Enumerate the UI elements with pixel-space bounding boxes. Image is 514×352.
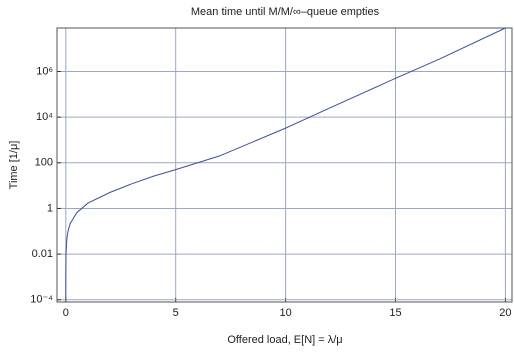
x-tick-label: 15 [389,307,401,319]
x-tick-label: 0 [63,307,69,319]
y-tick-label: 10⁻⁴ [30,294,53,306]
x-tick-label: 10 [279,307,291,319]
line [65,27,506,300]
y-tick-label: 100 [35,157,53,169]
x-tick-label: 5 [173,307,179,319]
y-axis-label: Time [1/μ] [8,141,20,190]
x-axis-label: Offered load, E[N] = λ/μ [227,334,342,346]
x-tick-label: 20 [499,307,511,319]
y-tick-label: 0.01 [32,248,53,260]
plot-frame [56,27,513,303]
chart-title: Mean time until M/M/∞–queue empties [191,6,380,18]
y-tick-label: 1 [47,202,53,214]
y-tick-label: 10⁶ [36,65,53,77]
y-tick-label: 10⁴ [36,111,53,123]
